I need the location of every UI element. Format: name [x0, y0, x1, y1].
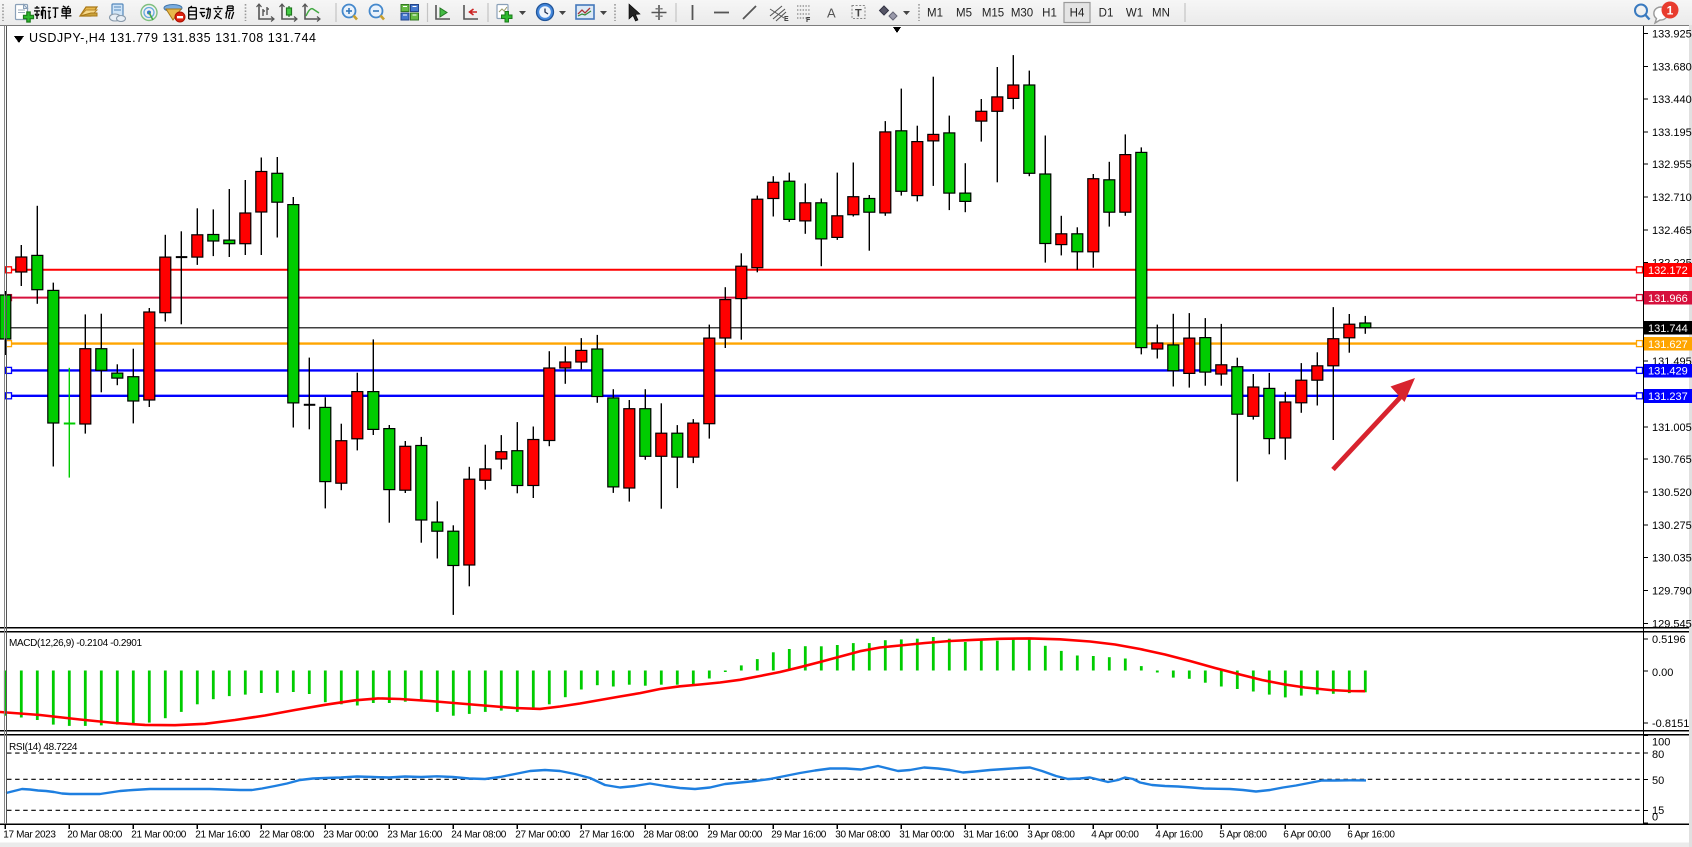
svg-text:132.172: 132.172 [1648, 265, 1688, 277]
svg-text:0.5196: 0.5196 [1652, 634, 1686, 646]
svg-text:H1: H1 [1042, 8, 1057, 20]
svg-text:132.710: 132.710 [1652, 192, 1692, 204]
svg-text:21 Mar 16:00: 21 Mar 16:00 [195, 830, 251, 841]
svg-text:H4: H4 [1070, 8, 1085, 20]
svg-text:-0.8151: -0.8151 [1652, 718, 1689, 730]
svg-text:M5: M5 [956, 8, 972, 20]
svg-text:31 Mar 00:00: 31 Mar 00:00 [899, 830, 955, 841]
svg-text:100: 100 [1652, 737, 1670, 749]
svg-text:6 Apr 16:00: 6 Apr 16:00 [1347, 830, 1395, 841]
svg-text:130.520: 130.520 [1652, 487, 1692, 499]
svg-text:17 Mar 2023: 17 Mar 2023 [3, 830, 56, 841]
svg-text:30 Mar 08:00: 30 Mar 08:00 [835, 830, 891, 841]
svg-text:129.790: 129.790 [1652, 586, 1692, 598]
svg-text:F: F [806, 17, 811, 24]
svg-text:129.545: 129.545 [1652, 619, 1692, 631]
svg-text:24 Mar 08:00: 24 Mar 08:00 [451, 830, 507, 841]
svg-text:RSI(14) 48.7224: RSI(14) 48.7224 [9, 742, 78, 753]
svg-text:131.744: 131.744 [1648, 323, 1688, 335]
svg-text:15: 15 [1652, 805, 1664, 817]
svg-text:130.765: 130.765 [1652, 454, 1692, 466]
svg-text:22 Mar 08:00: 22 Mar 08:00 [259, 830, 315, 841]
svg-text:132.465: 132.465 [1652, 225, 1692, 237]
svg-text:M1: M1 [927, 8, 943, 20]
svg-text:131.966: 131.966 [1648, 293, 1688, 305]
svg-text:131.627: 131.627 [1648, 339, 1688, 351]
svg-text:21 Mar 00:00: 21 Mar 00:00 [131, 830, 187, 841]
svg-text:M15: M15 [982, 8, 1004, 20]
svg-text:5 Apr 08:00: 5 Apr 08:00 [1219, 830, 1267, 841]
svg-text:130.275: 130.275 [1652, 520, 1692, 532]
svg-text:MACD(12,26,9) -0.2104 -0.2901: MACD(12,26,9) -0.2104 -0.2901 [9, 638, 142, 649]
svg-text:23 Mar 16:00: 23 Mar 16:00 [387, 830, 443, 841]
svg-text:29 Mar 00:00: 29 Mar 00:00 [707, 830, 763, 841]
svg-text:4 Apr 16:00: 4 Apr 16:00 [1155, 830, 1203, 841]
svg-text:20 Mar 08:00: 20 Mar 08:00 [67, 830, 123, 841]
svg-text:131.237: 131.237 [1648, 391, 1688, 403]
svg-text:133.440: 133.440 [1652, 94, 1692, 106]
svg-text:131.005: 131.005 [1652, 422, 1692, 434]
svg-text:133.195: 133.195 [1652, 127, 1692, 139]
svg-text:27 Mar 00:00: 27 Mar 00:00 [515, 830, 571, 841]
svg-text:0: 0 [1652, 812, 1658, 824]
svg-text:A: A [827, 6, 836, 21]
svg-text:3 Apr 08:00: 3 Apr 08:00 [1027, 830, 1075, 841]
svg-text:D1: D1 [1099, 8, 1114, 20]
svg-text:1: 1 [1667, 4, 1674, 18]
svg-text:27 Mar 16:00: 27 Mar 16:00 [579, 830, 635, 841]
svg-text:80: 80 [1652, 749, 1664, 761]
svg-text:USDJPY-,H4 131.779 131.835 13: USDJPY-,H4 131.779 131.835 131.708 131.7… [29, 31, 316, 45]
svg-text:28 Mar 08:00: 28 Mar 08:00 [643, 830, 699, 841]
svg-text:W1: W1 [1126, 8, 1143, 20]
svg-text:50: 50 [1652, 775, 1664, 787]
svg-text:131.429: 131.429 [1648, 366, 1688, 378]
svg-text:23 Mar 00:00: 23 Mar 00:00 [323, 830, 379, 841]
svg-text:133.680: 133.680 [1652, 62, 1692, 74]
svg-text:0.00: 0.00 [1652, 667, 1673, 679]
svg-text:4 Apr 00:00: 4 Apr 00:00 [1091, 830, 1139, 841]
svg-text:MN: MN [1152, 8, 1170, 20]
svg-text:6 Apr 00:00: 6 Apr 00:00 [1283, 830, 1331, 841]
svg-text:T: T [855, 8, 862, 20]
svg-text:31 Mar 16:00: 31 Mar 16:00 [963, 830, 1019, 841]
svg-text:M30: M30 [1011, 8, 1033, 20]
svg-text:133.925: 133.925 [1652, 29, 1692, 41]
svg-text:132.955: 132.955 [1652, 159, 1692, 171]
svg-text:130.035: 130.035 [1652, 553, 1692, 565]
svg-text:29 Mar 16:00: 29 Mar 16:00 [771, 830, 827, 841]
svg-text:E: E [784, 16, 789, 23]
